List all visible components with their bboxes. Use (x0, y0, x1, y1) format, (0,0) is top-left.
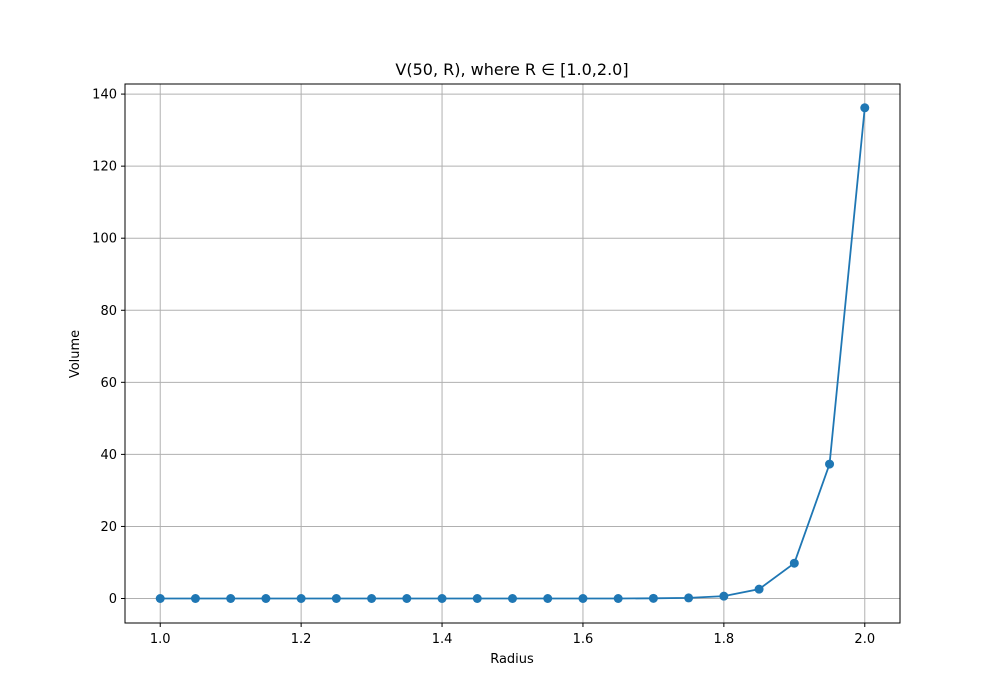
data-point (226, 594, 236, 603)
data-point (789, 558, 799, 568)
data-point (261, 594, 271, 603)
y-axis-label: Volume (68, 330, 83, 378)
data-point (825, 459, 835, 469)
data-point (296, 594, 306, 603)
y-tick-label: 0 (109, 592, 117, 607)
data-point (543, 594, 553, 603)
data-point (155, 594, 165, 603)
y-axis: 0 20 40 60 80 100 120 140 (92, 88, 125, 607)
x-tick-label: 1.8 (714, 632, 735, 647)
data-point (331, 594, 341, 603)
grid (125, 84, 900, 623)
data-point (860, 103, 870, 113)
y-tick-label: 140 (92, 88, 117, 103)
x-tick-label: 1.4 (432, 632, 453, 647)
data-point (190, 594, 200, 603)
data-point (367, 594, 377, 603)
y-tick-label: 20 (100, 520, 117, 535)
x-tick-label: 1.6 (573, 632, 594, 647)
y-tick-label: 100 (92, 232, 117, 247)
y-tick-label: 40 (100, 448, 117, 463)
y-tick-label: 60 (100, 376, 117, 391)
data-point (648, 593, 658, 603)
data-point (578, 594, 588, 603)
x-tick-label: 1.2 (291, 632, 312, 647)
plot-background (125, 84, 900, 623)
data-point (613, 594, 623, 603)
data-point (684, 593, 694, 603)
data-point (402, 594, 412, 603)
x-tick-label: 1.0 (150, 632, 171, 647)
x-axis-label: Radius (490, 652, 534, 667)
x-axis: 1.0 1.2 1.4 1.6 1.8 2.0 (150, 623, 875, 647)
y-tick-label: 120 (92, 160, 117, 175)
series-layer (155, 103, 870, 603)
plot-frame (124, 83, 901, 624)
data-point (508, 594, 517, 603)
data-point (719, 591, 729, 601)
data-point (754, 584, 764, 594)
data-point (472, 594, 482, 603)
chart-title: V(50, R), where R ∈ [1.0,2.0] (395, 60, 628, 79)
data-point (437, 594, 447, 603)
x-tick-label: 2.0 (854, 632, 875, 647)
y-tick-label: 80 (100, 304, 117, 319)
